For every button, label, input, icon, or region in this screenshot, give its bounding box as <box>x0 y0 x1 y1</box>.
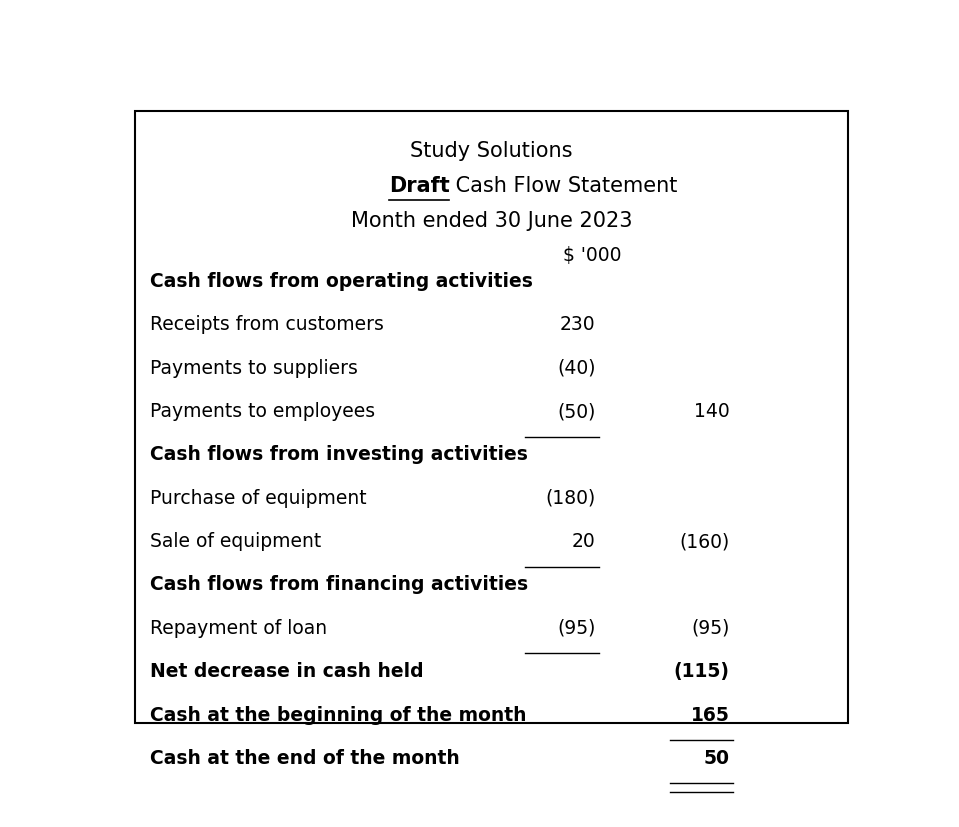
Text: Payments to employees: Payments to employees <box>150 402 375 421</box>
Text: Cash flows from investing activities: Cash flows from investing activities <box>150 445 527 464</box>
Text: 50: 50 <box>703 748 729 767</box>
Text: (180): (180) <box>546 488 596 507</box>
Text: Repayment of loan: Repayment of loan <box>150 618 327 637</box>
Text: (115): (115) <box>673 662 729 681</box>
Text: Month ended 30 June 2023: Month ended 30 June 2023 <box>351 211 632 231</box>
Text: Cash flows from financing activities: Cash flows from financing activities <box>150 575 527 594</box>
Text: Cash flows from operating activities: Cash flows from operating activities <box>150 272 532 290</box>
Text: Net decrease in cash held: Net decrease in cash held <box>150 662 423 681</box>
Text: Sale of equipment: Sale of equipment <box>150 532 321 551</box>
Text: 165: 165 <box>690 705 729 724</box>
Text: 230: 230 <box>560 315 596 334</box>
Text: 140: 140 <box>693 402 729 421</box>
Text: Cash at the beginning of the month: Cash at the beginning of the month <box>150 705 526 724</box>
Text: Cash at the end of the month: Cash at the end of the month <box>150 748 459 767</box>
Text: Cash Flow Statement: Cash Flow Statement <box>449 175 677 196</box>
Text: Payments to suppliers: Payments to suppliers <box>150 358 358 377</box>
Text: 20: 20 <box>572 532 596 551</box>
Text: (40): (40) <box>557 358 596 377</box>
Text: Purchase of equipment: Purchase of equipment <box>150 488 366 507</box>
Text: Draft: Draft <box>389 175 450 196</box>
Text: $ '000: $ '000 <box>563 246 621 265</box>
Text: (50): (50) <box>557 402 596 421</box>
FancyBboxPatch shape <box>134 112 849 724</box>
Text: (95): (95) <box>690 618 729 637</box>
Text: Study Solutions: Study Solutions <box>410 141 573 160</box>
Text: (160): (160) <box>679 532 729 551</box>
Text: (95): (95) <box>557 618 596 637</box>
Text: Receipts from customers: Receipts from customers <box>150 315 384 334</box>
